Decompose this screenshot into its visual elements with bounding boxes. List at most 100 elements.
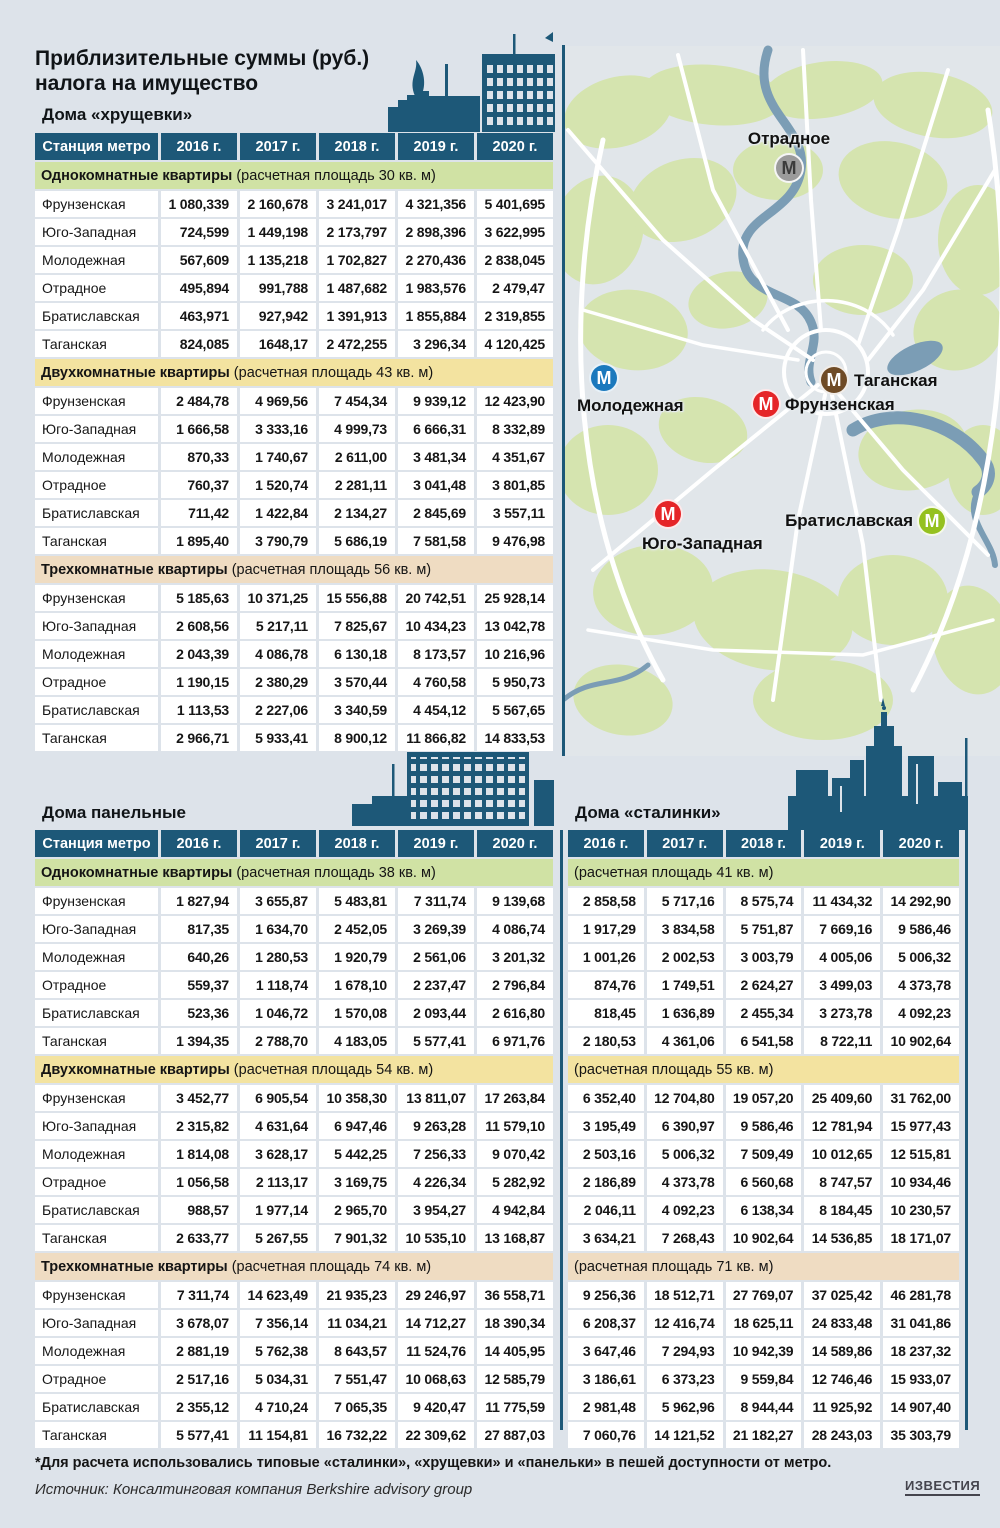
- value-cell: 3 628,17: [240, 1141, 316, 1167]
- metro-badge-icon: М: [589, 363, 619, 393]
- value-cell: 12 585,79: [477, 1366, 553, 1392]
- value-cell: 27 769,07: [725, 1282, 802, 1308]
- station-cell: Юго-Западная: [35, 219, 158, 245]
- value-cell: 2 002,53: [646, 944, 723, 970]
- value-cell: 25 409,60: [804, 1085, 881, 1111]
- value-cell: 5 483,81: [319, 888, 395, 914]
- value-cell: 2 113,17: [240, 1169, 316, 1195]
- value-cell: 13 811,07: [398, 1085, 474, 1111]
- izvestia-logo: ИЗВЕСТИЯ: [905, 1478, 981, 1496]
- value-cell: 3 333,16: [240, 416, 316, 442]
- value-cell: 12 704,80: [646, 1085, 723, 1111]
- value-cell: 2 796,84: [477, 972, 553, 998]
- value-cell: 5 006,32: [883, 944, 959, 970]
- value-cell: 1 920,79: [319, 944, 395, 970]
- value-cell: 10 934,46: [883, 1169, 959, 1195]
- station-cell: Фрунзенская: [35, 585, 158, 611]
- value-cell: 559,37: [161, 972, 237, 998]
- station-cell: Фрунзенская: [35, 888, 158, 914]
- value-cell: 2 281,11: [319, 472, 395, 498]
- metro-badge-icon: М: [774, 153, 804, 183]
- value-cell: 640,26: [161, 944, 237, 970]
- value-cell: 2 965,70: [319, 1197, 395, 1223]
- value-cell: 13 042,78: [477, 613, 553, 639]
- value-cell: 1 977,14: [240, 1197, 316, 1223]
- value-cell: 11 154,81: [240, 1422, 316, 1448]
- value-cell: 7 825,67: [319, 613, 395, 639]
- value-cell: 36 558,71: [477, 1282, 553, 1308]
- value-cell: 760,37: [161, 472, 237, 498]
- value-cell: 11 524,76: [398, 1338, 474, 1364]
- value-cell: 8 575,74: [725, 888, 802, 914]
- value-cell: 2 633,77: [161, 1225, 237, 1251]
- value-cell: 4 942,84: [477, 1197, 553, 1223]
- value-cell: 1 702,827: [319, 247, 395, 273]
- value-cell: 8 173,57: [398, 641, 474, 667]
- value-cell: 2 616,80: [477, 1000, 553, 1026]
- value-cell: 1 190,15: [161, 669, 237, 695]
- value-cell: 3 634,21: [568, 1225, 644, 1251]
- value-cell: 10 371,25: [240, 585, 316, 611]
- value-cell: 14 121,52: [646, 1422, 723, 1448]
- year-column-header: 2018 г.: [725, 830, 802, 857]
- value-cell: 10 358,30: [319, 1085, 395, 1111]
- section-header: Однокомнатные квартиры (расчетная площад…: [35, 162, 553, 189]
- value-cell: 4 999,73: [319, 416, 395, 442]
- year-column-header: 2017 г.: [646, 830, 723, 857]
- station-cell: Юго-Западная: [35, 1310, 158, 1336]
- value-cell: 1 895,40: [161, 528, 237, 554]
- value-cell: 8 643,57: [319, 1338, 395, 1364]
- page-title-line2: налога на имущество: [35, 72, 259, 96]
- value-cell: 4 760,58: [398, 669, 474, 695]
- section-header: Двухкомнатные квартиры (расчетная площад…: [35, 359, 553, 386]
- value-cell: 6 373,23: [646, 1366, 723, 1392]
- year-column-header: 2016 г.: [161, 133, 237, 160]
- value-cell: 8 747,57: [804, 1169, 881, 1195]
- value-cell: 7 311,74: [398, 888, 474, 914]
- value-cell: 1 740,67: [240, 444, 316, 470]
- value-cell: 14 589,86: [804, 1338, 881, 1364]
- value-cell: 10 230,57: [883, 1197, 959, 1223]
- value-cell: 14 536,85: [804, 1225, 881, 1251]
- stalinki-table-host: 2016 г. 2017 г. 2018 г. 2019 г. 2020 г. (расч…: [568, 830, 965, 1450]
- value-cell: 5 217,11: [240, 613, 316, 639]
- value-cell: 2 355,12: [161, 1394, 237, 1420]
- value-cell: 6 352,40: [568, 1085, 644, 1111]
- year-column-header: 2019 г.: [398, 133, 474, 160]
- value-cell: 4 373,78: [646, 1169, 723, 1195]
- value-cell: 2 380,29: [240, 669, 316, 695]
- value-cell: 1 636,89: [646, 1000, 723, 1026]
- value-cell: 4 351,67: [477, 444, 553, 470]
- map-lake: [887, 340, 943, 376]
- year-column-header: 2017 г.: [240, 133, 316, 160]
- station-cell: Молодежная: [35, 944, 158, 970]
- value-cell: 7 065,35: [319, 1394, 395, 1420]
- value-cell: 35 303,79: [883, 1422, 959, 1448]
- value-cell: 2 611,00: [319, 444, 395, 470]
- value-cell: 870,33: [161, 444, 237, 470]
- value-cell: 14 712,27: [398, 1310, 474, 1336]
- value-cell: 15 933,07: [883, 1366, 959, 1392]
- station-column-header: Станция метро: [35, 133, 158, 160]
- value-cell: 6 560,68: [725, 1169, 802, 1195]
- value-cell: 2 898,396: [398, 219, 474, 245]
- station-cell: Отрадное: [35, 275, 158, 301]
- source-line: Источник: Консалтинговая компания Berksh…: [35, 1481, 473, 1498]
- page-title: Приблизительные суммы (руб.) налога на и…: [35, 46, 369, 96]
- value-cell: 1 001,26: [568, 944, 644, 970]
- value-cell: 1 570,08: [319, 1000, 395, 1026]
- station-cell: Отрадное: [35, 1169, 158, 1195]
- value-cell: 1 520,74: [240, 472, 316, 498]
- value-cell: 3 678,07: [161, 1310, 237, 1336]
- value-cell: 2 484,78: [161, 388, 237, 414]
- value-cell: 4 086,74: [477, 916, 553, 942]
- value-cell: 2 237,47: [398, 972, 474, 998]
- station-cell: Братиславская: [35, 1197, 158, 1223]
- footnote: *Для расчета использовались типовые «ста…: [35, 1455, 832, 1471]
- value-cell: 7 356,14: [240, 1310, 316, 1336]
- station-cell: Юго-Западная: [35, 416, 158, 442]
- value-cell: 2 173,797: [319, 219, 395, 245]
- value-cell: 12 746,46: [804, 1366, 881, 1392]
- value-cell: 21 182,27: [725, 1422, 802, 1448]
- value-cell: 5 686,19: [319, 528, 395, 554]
